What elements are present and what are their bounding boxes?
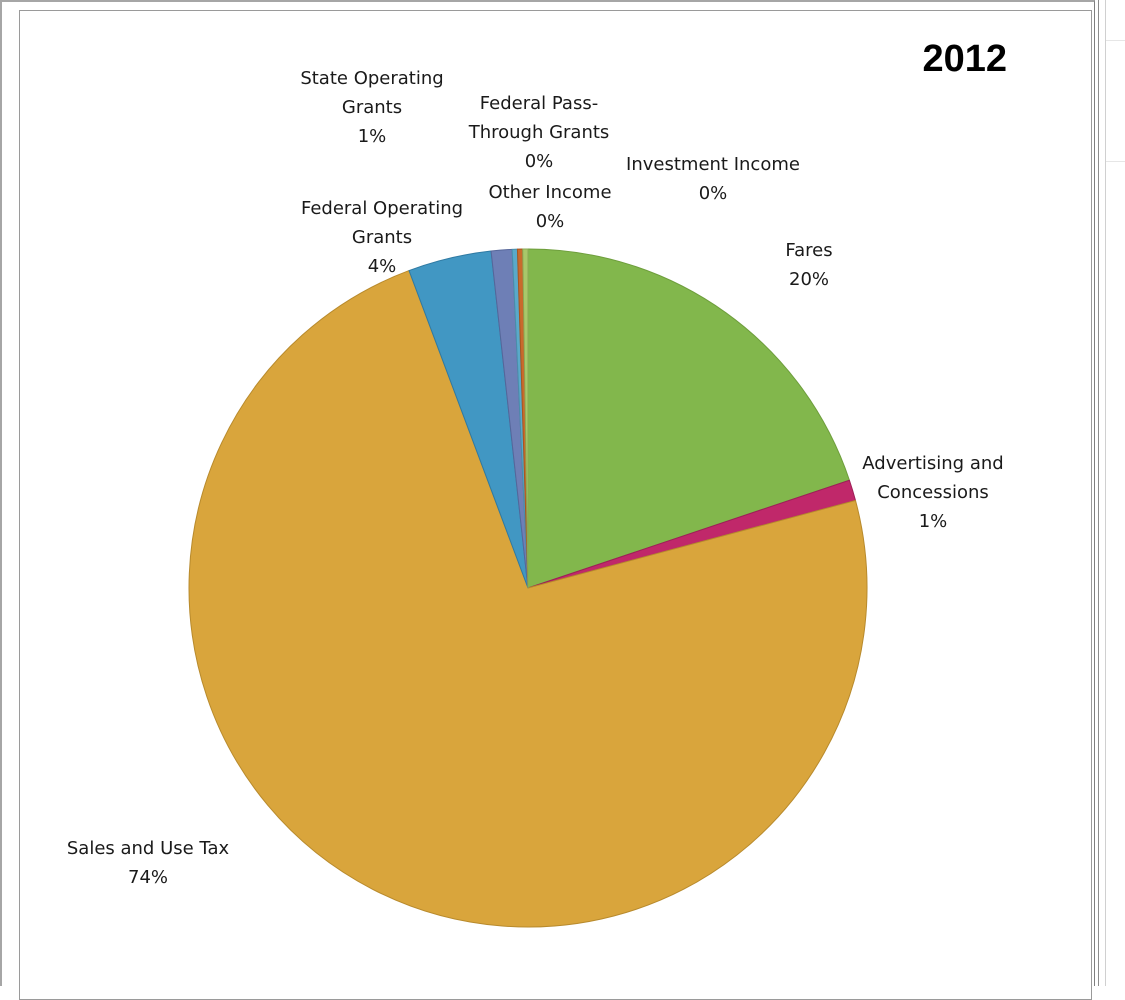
data-label-investment-income: Investment Income 0% bbox=[626, 150, 800, 208]
slice-name-line-2: Concessions bbox=[877, 482, 989, 503]
slice-percent: 74% bbox=[127, 867, 169, 888]
data-label-sales-tax: Sales and Use Tax 74% bbox=[67, 834, 229, 892]
pie-slice-investment-income bbox=[522, 248, 529, 589]
slice-percent: 1% bbox=[918, 511, 948, 532]
pie-slice-fares bbox=[527, 248, 850, 589]
slice-name: Sales and Use Tax bbox=[66, 838, 230, 859]
slice-name: Fares bbox=[785, 240, 833, 261]
data-label-state-operating: State Operating Grants 1% bbox=[300, 64, 443, 151]
chart-frame bbox=[0, 0, 1095, 986]
slice-name: Other Income bbox=[488, 182, 612, 203]
data-label-advertising: Advertising and Concessions 1% bbox=[862, 449, 1003, 536]
slice-percent: 4% bbox=[367, 256, 397, 277]
slice-percent: 20% bbox=[788, 269, 830, 290]
slice-name-line-1: State Operating bbox=[300, 68, 444, 89]
slice-name-line-2: Grants bbox=[351, 227, 413, 248]
slice-name-line-1: Federal Operating bbox=[300, 198, 464, 219]
data-label-federal-pass-through: Federal Pass- Through Grants 0% bbox=[469, 89, 610, 176]
adjacent-panel-edge bbox=[1098, 0, 1125, 986]
slice-percent: 0% bbox=[698, 183, 728, 204]
data-label-federal-operating: Federal Operating Grants 4% bbox=[301, 194, 463, 281]
slice-name-line-2: Grants bbox=[341, 97, 403, 118]
slice-name: Investment Income bbox=[626, 154, 800, 175]
slice-percent: 0% bbox=[524, 151, 554, 172]
slice-name-line-2: Through Grants bbox=[468, 122, 610, 143]
pie-slice-sales-and-use-tax bbox=[188, 270, 868, 928]
slice-name-line-1: Advertising and bbox=[862, 453, 1004, 474]
slice-name-line-1: Federal Pass- bbox=[479, 93, 599, 114]
slice-percent: 0% bbox=[535, 211, 565, 232]
data-label-other-income: Other Income 0% bbox=[488, 178, 611, 236]
data-label-fares: Fares 20% bbox=[785, 236, 832, 294]
chart-title: 2012 bbox=[922, 38, 1007, 80]
slice-percent: 1% bbox=[357, 126, 387, 147]
